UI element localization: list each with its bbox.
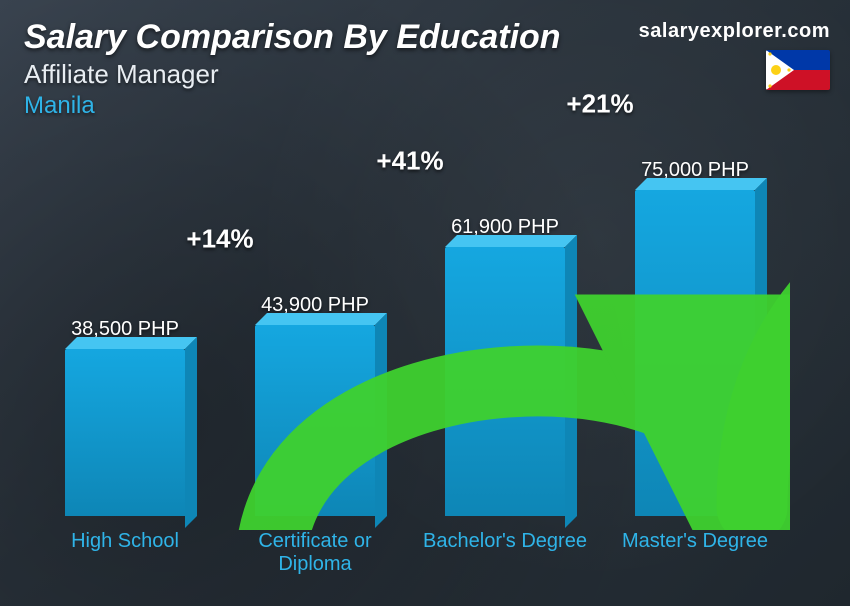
bar-column: 61,900 PHP: [421, 216, 588, 516]
x-axis-label: Certificate or Diploma: [231, 530, 398, 576]
bar-column: 38,500 PHP: [41, 318, 208, 516]
x-axis-label: Bachelor's Degree: [421, 530, 588, 576]
flag-philippines-icon: [766, 50, 830, 90]
bar: [445, 247, 565, 516]
chart-subtitle: Affiliate Manager: [24, 59, 561, 90]
bar: [65, 349, 185, 516]
x-labels: High School Certificate or Diploma Bachelo…: [30, 530, 790, 576]
bars-container: 38,500 PHP43,900 PHP61,900 PHP75,000 PHP: [30, 150, 790, 516]
x-axis-label: High School: [41, 530, 208, 576]
infographic-stage: Salary Comparison By Education Affiliate…: [0, 0, 850, 606]
bar-column: 75,000 PHP: [611, 159, 778, 516]
chart-area: 38,500 PHP43,900 PHP61,900 PHP75,000 PHP…: [30, 150, 790, 576]
bar: [255, 325, 375, 516]
brand-label: salaryexplorer.com: [639, 20, 830, 43]
bar-column: 43,900 PHP: [231, 294, 398, 516]
increase-percent-label: +41%: [376, 146, 443, 177]
bar: [635, 190, 755, 516]
increase-percent-label: +14%: [186, 224, 253, 255]
chart-location: Manila: [24, 92, 561, 120]
title-block: Salary Comparison By Education Affiliate…: [24, 18, 561, 120]
x-axis-label: Master's Degree: [611, 530, 778, 576]
increase-percent-label: +21%: [566, 89, 633, 120]
chart-title: Salary Comparison By Education: [24, 18, 561, 57]
